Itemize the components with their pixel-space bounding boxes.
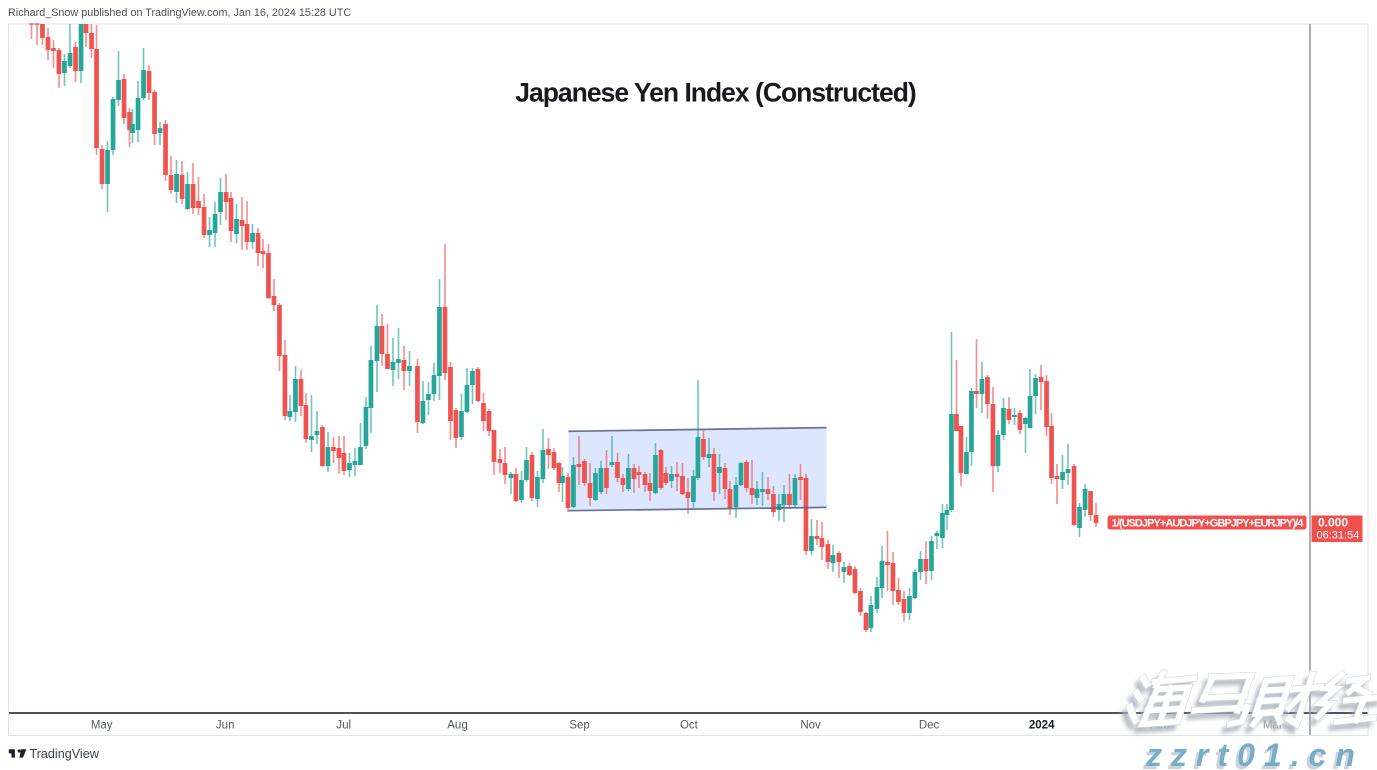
svg-text:zzrt01.cn: zzrt01.cn — [1142, 740, 1361, 770]
svg-text:Jul: Jul — [336, 720, 351, 732]
svg-text:Dec: Dec — [919, 720, 940, 732]
svg-text:06:31:54: 06:31:54 — [1317, 530, 1360, 542]
svg-text:Sep: Sep — [569, 720, 589, 732]
svg-text:Richard_Snow published on Trad: Richard_Snow published on TradingView.co… — [8, 7, 351, 19]
svg-text:Jun: Jun — [216, 720, 235, 732]
svg-text:Japanese Yen Index (Constructe: Japanese Yen Index (Constructed) — [515, 78, 916, 108]
svg-text:2024: 2024 — [1029, 720, 1055, 732]
svg-text:Nov: Nov — [800, 720, 821, 732]
svg-text:1/(USDJPY+AUDJPY+GBPJPY+EURJPY: 1/(USDJPY+AUDJPY+GBPJPY+EURJPY)/4 — [1112, 517, 1305, 529]
svg-text:TradingView: TradingView — [30, 747, 100, 761]
svg-text:May: May — [91, 720, 113, 732]
svg-text:0.000: 0.000 — [1318, 516, 1348, 530]
svg-text:Oct: Oct — [680, 720, 699, 732]
svg-text:Aug: Aug — [447, 720, 467, 732]
svg-text:zzrt01.cn: zzrt01.cn — [1145, 737, 1364, 770]
